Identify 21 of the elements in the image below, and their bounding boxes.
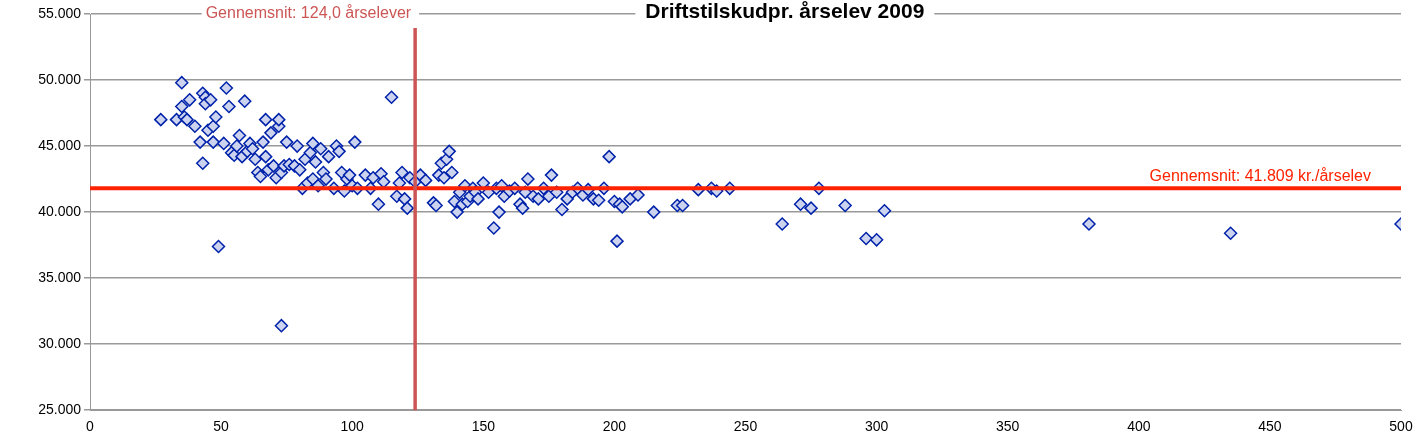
y-tick-label: 55.000	[38, 4, 82, 21]
ref-line-label: Gennemsnit: 124,0 årselever	[205, 4, 412, 22]
x-tick-label: 450	[1258, 418, 1282, 435]
x-tick-label: 300	[864, 418, 889, 435]
y-tick-label: 45.000	[38, 136, 82, 153]
ref-line-label: Gennemsnit: 41.809 kr./årselev	[1149, 166, 1371, 184]
x-tick-label: 50	[213, 418, 230, 435]
y-tick-label: 40.000	[38, 202, 82, 219]
chart-title: Driftstilskudpr. årselev 2009	[645, 0, 925, 22]
x-tick-label: 400	[1127, 418, 1151, 435]
y-tick-label: 25.000	[38, 401, 82, 418]
x-tick-label: 350	[996, 418, 1020, 435]
x-tick-label: 250	[733, 418, 758, 435]
x-tick-label: 200	[602, 418, 627, 435]
y-tick-label: 35.000	[38, 268, 82, 285]
y-tick-label: 30.000	[38, 335, 82, 352]
x-tick-label: 0	[86, 418, 95, 435]
x-tick-label: 500	[1389, 418, 1413, 435]
x-tick-label: 100	[340, 418, 365, 435]
x-tick-label: 150	[471, 418, 496, 435]
y-tick-label: 50.000	[38, 70, 82, 87]
